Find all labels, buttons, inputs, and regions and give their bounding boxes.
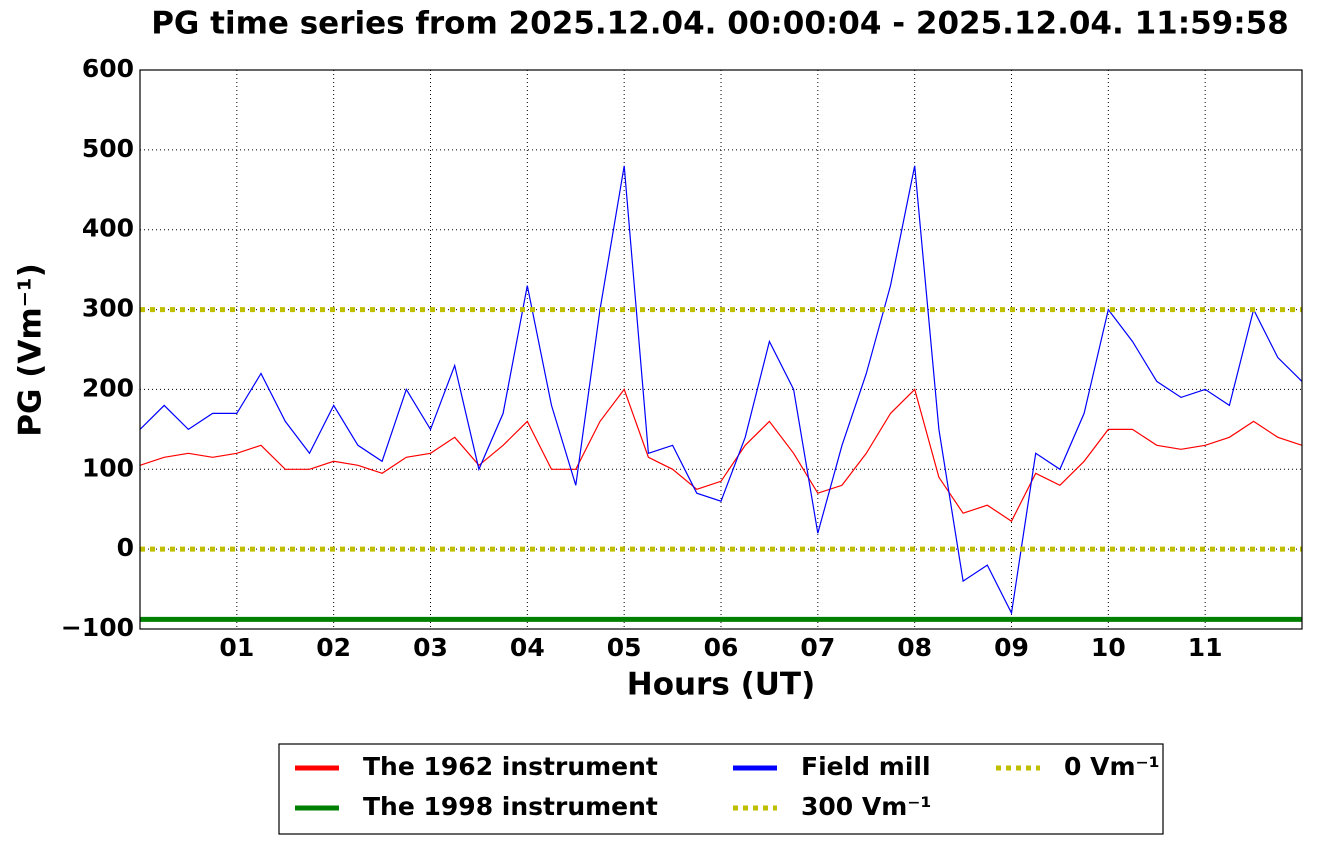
y-tick-label: 300 — [82, 294, 134, 323]
x-tick-label: 08 — [897, 633, 932, 662]
x-tick-label: 06 — [704, 633, 739, 662]
legend-label: Field mill — [801, 752, 931, 781]
x-tick-label: 10 — [1091, 633, 1126, 662]
legend-label: 0 Vm⁻¹ — [1064, 752, 1160, 781]
y-tick-label: 0 — [117, 533, 134, 562]
legend-label: The 1962 instrument — [363, 752, 658, 781]
plot-frame — [139, 69, 1303, 630]
x-tick-label: 05 — [607, 633, 642, 662]
x-tick-label: 03 — [413, 633, 448, 662]
x-tick-label: 02 — [316, 633, 351, 662]
x-tick-label: 09 — [994, 633, 1029, 662]
legend-label: The 1998 instrument — [363, 792, 658, 821]
legend-box — [278, 743, 1164, 835]
y-tick-label: 200 — [82, 373, 134, 402]
series-line — [139, 388, 1303, 523]
x-tick-label: 07 — [800, 633, 835, 662]
x-axis-label: Hours (UT) — [627, 667, 816, 703]
legend-label: 300 Vm⁻¹ — [801, 792, 931, 821]
x-tick-label: 01 — [219, 633, 254, 662]
y-axis-label: PG (Vm⁻¹) — [13, 263, 49, 437]
y-tick-label: 400 — [82, 214, 134, 243]
series-line — [139, 165, 1303, 615]
chart-title: PG time series from 2025.12.04. 00:00:04… — [151, 6, 1289, 42]
y-tick-label: 100 — [82, 453, 134, 482]
x-tick-label: 04 — [510, 633, 545, 662]
y-tick-label: −100 — [61, 613, 134, 642]
y-tick-label: 600 — [82, 54, 134, 83]
y-tick-label: 500 — [82, 134, 134, 163]
x-tick-label: 11 — [1188, 633, 1223, 662]
